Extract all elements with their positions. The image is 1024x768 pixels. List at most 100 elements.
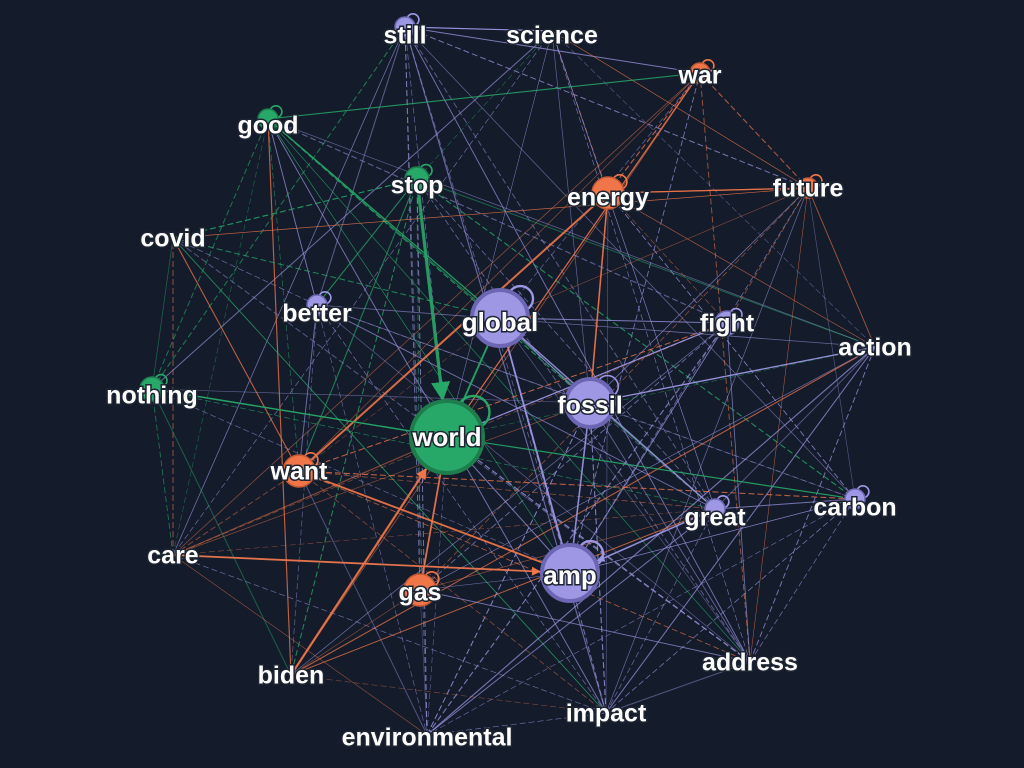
edge-amp-nothing bbox=[151, 388, 571, 574]
edge-war-energy bbox=[607, 72, 701, 194]
edge-war-biden bbox=[290, 72, 701, 676]
edge-covid-global bbox=[172, 237, 501, 319]
edge-strong-nothing-world bbox=[151, 388, 410, 432]
edge-environmental-want bbox=[298, 470, 428, 736]
edge-biden-gas bbox=[290, 589, 421, 676]
node-future[interactable] bbox=[797, 177, 819, 199]
node-world[interactable] bbox=[409, 399, 485, 475]
edge-fight-good bbox=[267, 118, 728, 324]
node-stop[interactable] bbox=[404, 166, 430, 192]
edge-strong-future-energy bbox=[625, 187, 809, 194]
edge-biden-action bbox=[290, 346, 876, 676]
edge-care-want bbox=[172, 470, 300, 556]
edge-great-carbon bbox=[714, 498, 856, 510]
edge-fight-global bbox=[499, 317, 728, 324]
edge-address-gas bbox=[419, 589, 751, 663]
edge-better-still bbox=[316, 26, 406, 306]
node-label-care: care bbox=[147, 542, 199, 570]
edge-strong-gas-world bbox=[419, 474, 442, 591]
edge-strong-good-global bbox=[267, 118, 478, 299]
edge-impact-environmental bbox=[426, 712, 607, 736]
edge-impact-future bbox=[605, 187, 809, 714]
edge-impact-energy bbox=[605, 192, 609, 714]
edge-nothing-biden bbox=[151, 388, 292, 676]
edge-action-address bbox=[749, 346, 876, 663]
edge-good-address bbox=[267, 118, 751, 663]
edge-good-amp bbox=[267, 118, 571, 574]
edge-carbon-energy bbox=[607, 192, 856, 500]
edge-environmental-great bbox=[426, 508, 716, 736]
edge-strong-care-amp bbox=[172, 554, 541, 576]
node-gas[interactable] bbox=[403, 573, 437, 607]
edge-future-gas bbox=[419, 187, 809, 591]
node-label-biden: biden bbox=[258, 662, 325, 690]
node-fossil[interactable] bbox=[564, 377, 616, 429]
edge-care-great bbox=[172, 508, 716, 556]
edge-stop-carbon bbox=[416, 178, 856, 500]
node-label-amp: amp bbox=[543, 560, 596, 590]
node-label-covid: covid bbox=[140, 225, 205, 253]
edge-future-covid bbox=[172, 187, 809, 239]
node-amp[interactable] bbox=[540, 543, 600, 603]
edge-address-fight bbox=[726, 322, 751, 663]
nodes-layer bbox=[139, 16, 866, 607]
node-nothing[interactable] bbox=[139, 376, 165, 402]
node-great[interactable] bbox=[704, 498, 726, 520]
edge-strong-still-science bbox=[404, 26, 551, 32]
edge-carbon-environmental bbox=[426, 498, 856, 736]
edge-nothing-good bbox=[151, 118, 269, 390]
node-label-nothing: nothing bbox=[106, 382, 198, 410]
node-good[interactable] bbox=[257, 108, 279, 130]
node-want[interactable] bbox=[282, 454, 316, 488]
edge-better-great bbox=[316, 304, 716, 510]
edge-want-global bbox=[298, 317, 501, 472]
edge-address-carbon bbox=[749, 498, 856, 663]
edge-strong-world-carbon bbox=[446, 436, 844, 498]
node-fight[interactable] bbox=[714, 310, 740, 336]
node-label-better: better bbox=[282, 300, 352, 328]
edge-covid-nothing bbox=[151, 237, 174, 390]
edge-great-still bbox=[404, 26, 716, 510]
edge-carbon-impact bbox=[605, 498, 856, 714]
edge-strong-great-amp bbox=[596, 508, 716, 562]
edge-better-address bbox=[316, 304, 751, 663]
node-war[interactable] bbox=[689, 62, 711, 84]
edge-world-action bbox=[446, 346, 876, 438]
edge-environmental-fight bbox=[426, 322, 728, 736]
edge-want-address bbox=[298, 470, 751, 663]
node-label-want: want bbox=[270, 458, 329, 486]
edge-fight-biden bbox=[290, 322, 728, 676]
node-carbon[interactable] bbox=[844, 488, 866, 510]
edge-amp-war bbox=[569, 72, 701, 574]
edge-biden-great bbox=[290, 508, 716, 676]
node-label-great: great bbox=[684, 504, 746, 532]
edge-stop-covid bbox=[172, 178, 418, 239]
edge-nothing-still bbox=[151, 26, 406, 390]
edge-future-science bbox=[551, 30, 809, 189]
edge-energy-fight bbox=[607, 192, 728, 324]
node-label-stop: stop bbox=[391, 172, 444, 200]
edge-fossil-nothing bbox=[151, 388, 591, 404]
edge-future-global bbox=[499, 187, 809, 319]
edge-science-world bbox=[446, 30, 553, 438]
edge-stop-want bbox=[298, 178, 418, 472]
node-global[interactable] bbox=[470, 288, 530, 348]
node-still[interactable] bbox=[394, 16, 416, 38]
edge-war-future bbox=[699, 72, 809, 189]
node-label-energy: energy bbox=[567, 184, 649, 212]
edge-environmental-fossil bbox=[426, 402, 591, 736]
node-energy[interactable] bbox=[591, 176, 625, 210]
edge-want-covid bbox=[172, 237, 300, 472]
edge-future-fight bbox=[726, 187, 809, 324]
edge-care-environmental bbox=[172, 554, 428, 736]
edge-great-stop bbox=[416, 178, 716, 510]
node-better[interactable] bbox=[306, 294, 328, 316]
edges-layer bbox=[151, 26, 876, 736]
edge-great-science bbox=[551, 30, 716, 510]
edge-environmental-stop bbox=[416, 178, 428, 736]
edge-environmental-still bbox=[404, 26, 428, 736]
edge-carbon-amp bbox=[569, 498, 856, 574]
edge-biden-good bbox=[267, 118, 292, 676]
edge-stop-action bbox=[416, 178, 876, 348]
